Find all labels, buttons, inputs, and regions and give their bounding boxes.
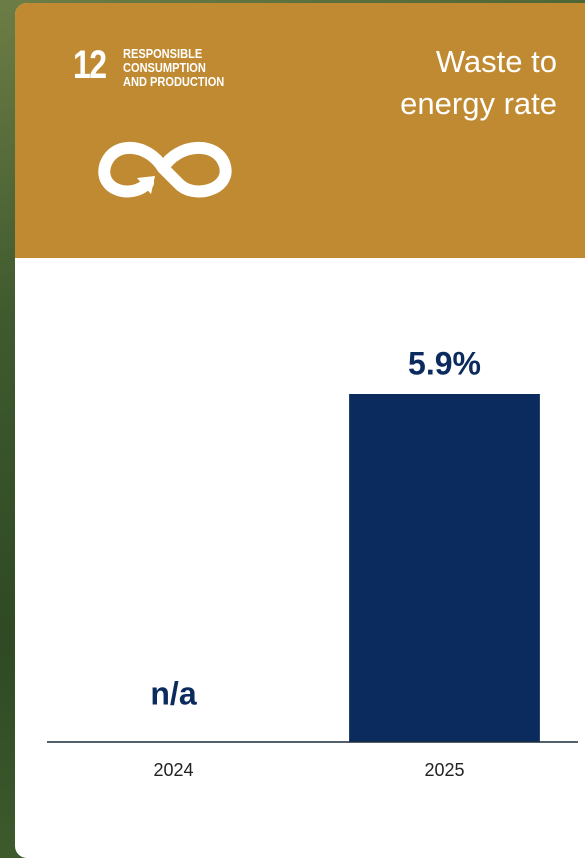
card-header: 12 RESPONSIBLE CONSUMPTION AND PRODUCTIO… (15, 3, 585, 258)
x-tick-label: 2025 (424, 760, 464, 780)
goal-name: RESPONSIBLE CONSUMPTION AND PRODUCTION (123, 47, 224, 89)
value-label: 5.9% (408, 345, 481, 381)
chart: n/a 2024 5.9% 2025 (47, 345, 578, 780)
value-label: n/a (150, 675, 196, 711)
infinity-icon (98, 141, 232, 198)
goal-line: AND PRODUCTION (123, 74, 225, 89)
goal-number: 12 (73, 43, 107, 87)
chart-title: Waste to energy rate (400, 44, 557, 121)
x-tick-label: 2024 (153, 760, 193, 780)
card: 12 RESPONSIBLE CONSUMPTION AND PRODUCTIO… (15, 3, 585, 858)
goal-line: CONSUMPTION (123, 60, 206, 75)
bar (349, 394, 540, 742)
goal-line: RESPONSIBLE (123, 46, 203, 61)
